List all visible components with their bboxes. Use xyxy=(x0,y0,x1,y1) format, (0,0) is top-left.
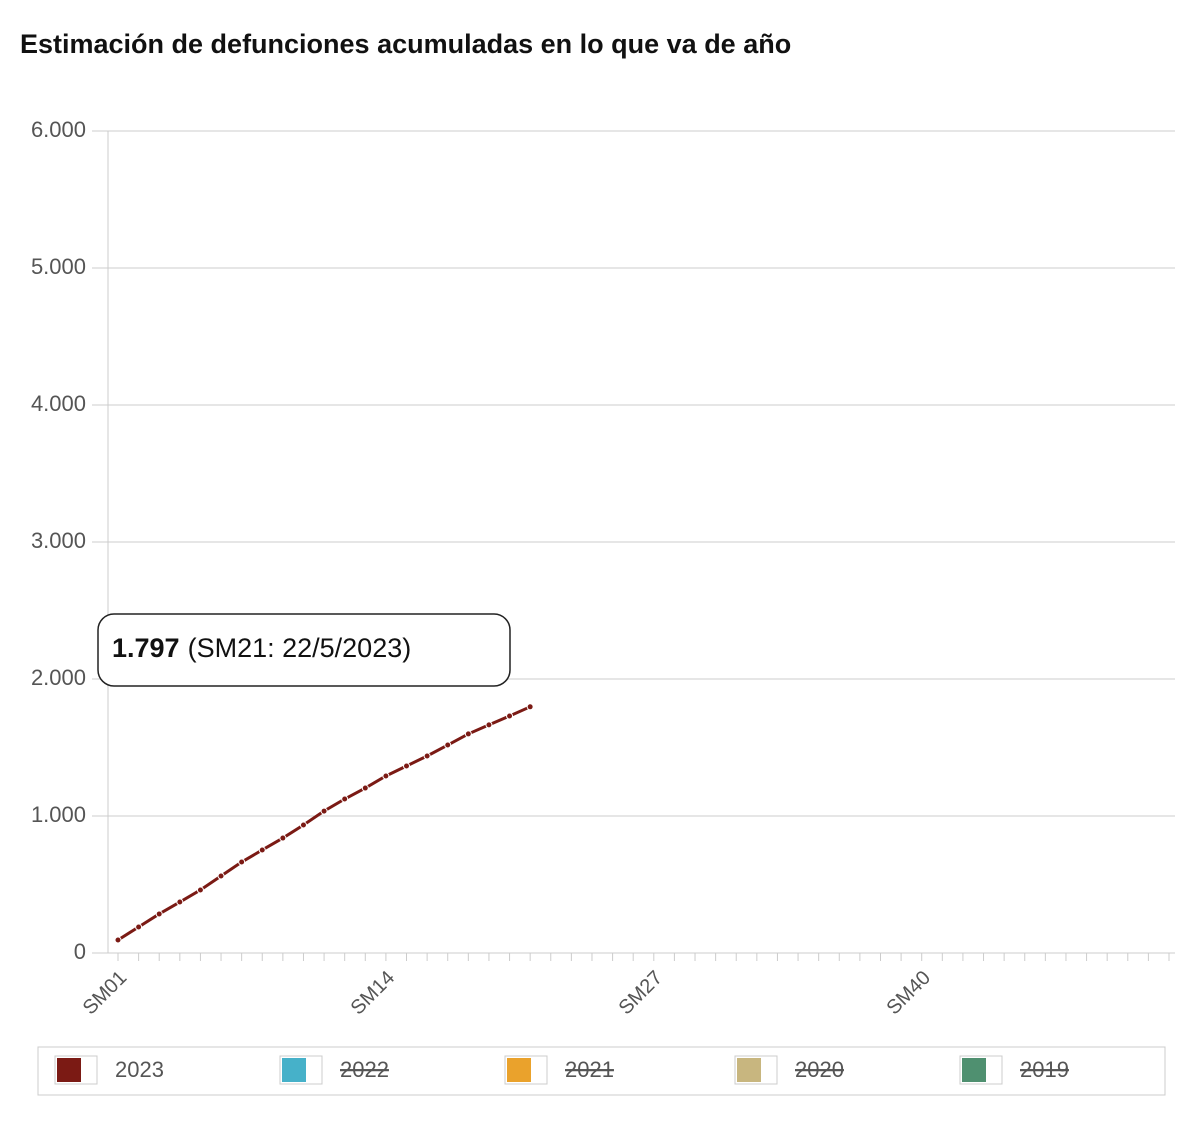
data-point xyxy=(403,762,411,770)
tooltip: 1.797 (SM21: 22/5/2023) xyxy=(97,613,511,687)
legend-label[interactable]: 2022 xyxy=(340,1057,389,1082)
x-tick-label: SM01 xyxy=(79,967,132,1020)
data-point xyxy=(423,752,431,760)
data-point xyxy=(258,846,266,854)
data-point xyxy=(135,923,143,931)
legend-box xyxy=(37,1046,1166,1096)
x-tick-label: SM27 xyxy=(615,967,668,1020)
y-tick-label: 6.000 xyxy=(31,117,86,142)
tooltip-box xyxy=(97,613,511,687)
data-point xyxy=(526,703,534,711)
data-point xyxy=(361,784,369,792)
data-point xyxy=(114,936,122,944)
legend-color xyxy=(57,1058,81,1082)
y-tick-label: 1.000 xyxy=(31,802,86,827)
data-point xyxy=(217,872,225,880)
data-point xyxy=(299,821,307,829)
data-point xyxy=(279,834,287,842)
data-point xyxy=(485,721,493,729)
y-tick-label: 4.000 xyxy=(31,391,86,416)
tooltip-value: 1.797 xyxy=(112,633,180,663)
legend-color xyxy=(737,1058,761,1082)
data-point xyxy=(444,741,452,749)
data-point xyxy=(176,898,184,906)
tooltip-detail: (SM21: 22/5/2023) xyxy=(188,633,412,663)
data-point xyxy=(506,712,514,720)
y-tick-label: 0 xyxy=(74,939,86,964)
legend-label[interactable]: 2023 xyxy=(115,1057,164,1082)
data-point xyxy=(238,858,246,866)
y-tick-label: 5.000 xyxy=(31,254,86,279)
legend-color xyxy=(282,1058,306,1082)
data-point xyxy=(196,886,204,894)
data-point xyxy=(320,807,328,815)
legend-label[interactable]: 2021 xyxy=(565,1057,614,1082)
y-tick-label: 2.000 xyxy=(31,665,86,690)
x-tick-label: SM14 xyxy=(347,967,400,1020)
tooltip-text: 1.797 (SM21: 22/5/2023) xyxy=(112,633,411,663)
data-point xyxy=(382,772,390,780)
legend-label[interactable]: 2020 xyxy=(795,1057,844,1082)
data-point xyxy=(464,730,472,738)
y-tick-label: 3.000 xyxy=(31,528,86,553)
data-point xyxy=(155,910,163,918)
legend-label[interactable]: 2019 xyxy=(1020,1057,1069,1082)
legend-color xyxy=(962,1058,986,1082)
data-point xyxy=(341,795,349,803)
legend-color xyxy=(507,1058,531,1082)
chart-title: Estimación de defunciones acumuladas en … xyxy=(20,29,791,59)
x-tick-label: SM40 xyxy=(882,967,935,1020)
